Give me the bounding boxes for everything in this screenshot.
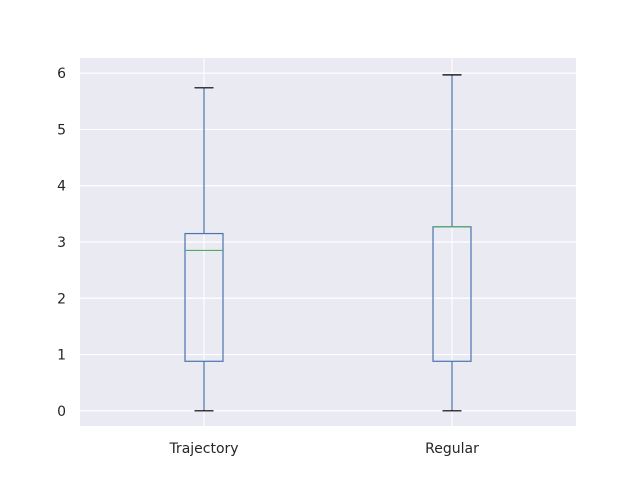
y-tick-labels: 0 1 2 3 4 5 6 xyxy=(57,66,66,420)
x-tick-label: Regular xyxy=(425,441,479,457)
box-group xyxy=(184,74,472,412)
x-tick-label: Trajectory xyxy=(168,441,238,457)
x-tick-labels: Trajectory Regular xyxy=(168,441,479,457)
box-trajectory xyxy=(184,87,224,412)
y-tick-label: 4 xyxy=(57,179,66,195)
box-regular xyxy=(432,74,472,412)
y-tick-label: 3 xyxy=(57,235,66,251)
y-tick-label: 5 xyxy=(57,122,66,138)
y-tick-label: 2 xyxy=(57,291,66,307)
y-tick-label: 1 xyxy=(57,348,66,364)
y-tick-label: 6 xyxy=(57,66,66,82)
y-tick-label: 0 xyxy=(57,404,66,420)
iqr-box xyxy=(184,232,224,362)
